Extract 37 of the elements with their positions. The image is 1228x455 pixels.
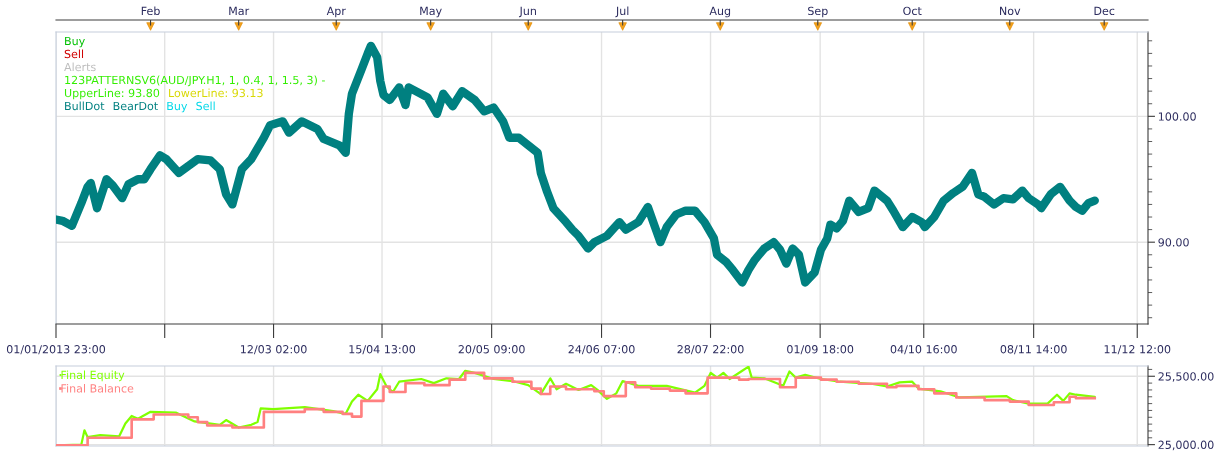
x-tick-label: 08/11 14:00	[1000, 345, 1067, 355]
x2-tick-label: Mar	[229, 6, 250, 16]
x2-tick-label: May	[420, 6, 442, 18]
x-tick-label: 12/03 02:00	[240, 345, 307, 355]
x2-tick-label: Jun	[518, 6, 536, 18]
annotation: Sell	[64, 49, 84, 59]
legend-label: Final Balance	[61, 383, 134, 393]
x2-tick-label: Dec	[1094, 6, 1115, 16]
x-tick-label: 04/10 16:00	[890, 345, 957, 355]
x-tick-label: 01/01/2013 23:00	[6, 345, 106, 355]
annotation: BullDot	[65, 101, 105, 111]
x2-tick-label: Oct	[903, 6, 922, 16]
x-tick-label: 01/09 18:00	[787, 345, 854, 355]
x-tick-label: 20/05 09:00	[458, 345, 525, 355]
x2-tick-label: Aug	[709, 6, 731, 18]
x-tick-label: 24/06 07:00	[568, 345, 635, 355]
annotation: 123PATTERNSV6(AUD/JPY.H1, 1, 0.4, 1, 1.5, 3) -	[65, 75, 325, 87]
annotation: Sell	[196, 101, 215, 111]
y-tick-label: 90.00	[1158, 238, 1189, 247]
x-tick-label: 15/04 13:00	[349, 345, 416, 355]
x2-tick-label: Apr	[326, 6, 346, 18]
annotation: UpperLine: 93.80	[64, 88, 160, 100]
annotation: LowerLine: 93.13	[169, 88, 263, 98]
x-tick-label: 28/07 22:00	[677, 345, 744, 355]
legend-label: Final Equity	[61, 370, 125, 382]
x-tick-label: 11/12 12:00	[1104, 345, 1171, 355]
y-tick-label: 100.00	[1158, 112, 1196, 121]
x2-tick-label: Feb	[141, 6, 160, 16]
annotation: Buy	[65, 36, 85, 48]
x2-tick-label: Jul	[615, 6, 629, 18]
x2-tick-label: Nov	[1000, 6, 1021, 16]
annotation: BearDot	[113, 101, 158, 111]
annotation: Alerts	[64, 62, 96, 72]
y-tick-label: 25,500.00	[1158, 372, 1214, 382]
y-tick-label: 25,000.00	[1158, 440, 1214, 451]
x2-tick-label: Sep	[808, 6, 828, 18]
annotation: Buy	[167, 101, 188, 113]
